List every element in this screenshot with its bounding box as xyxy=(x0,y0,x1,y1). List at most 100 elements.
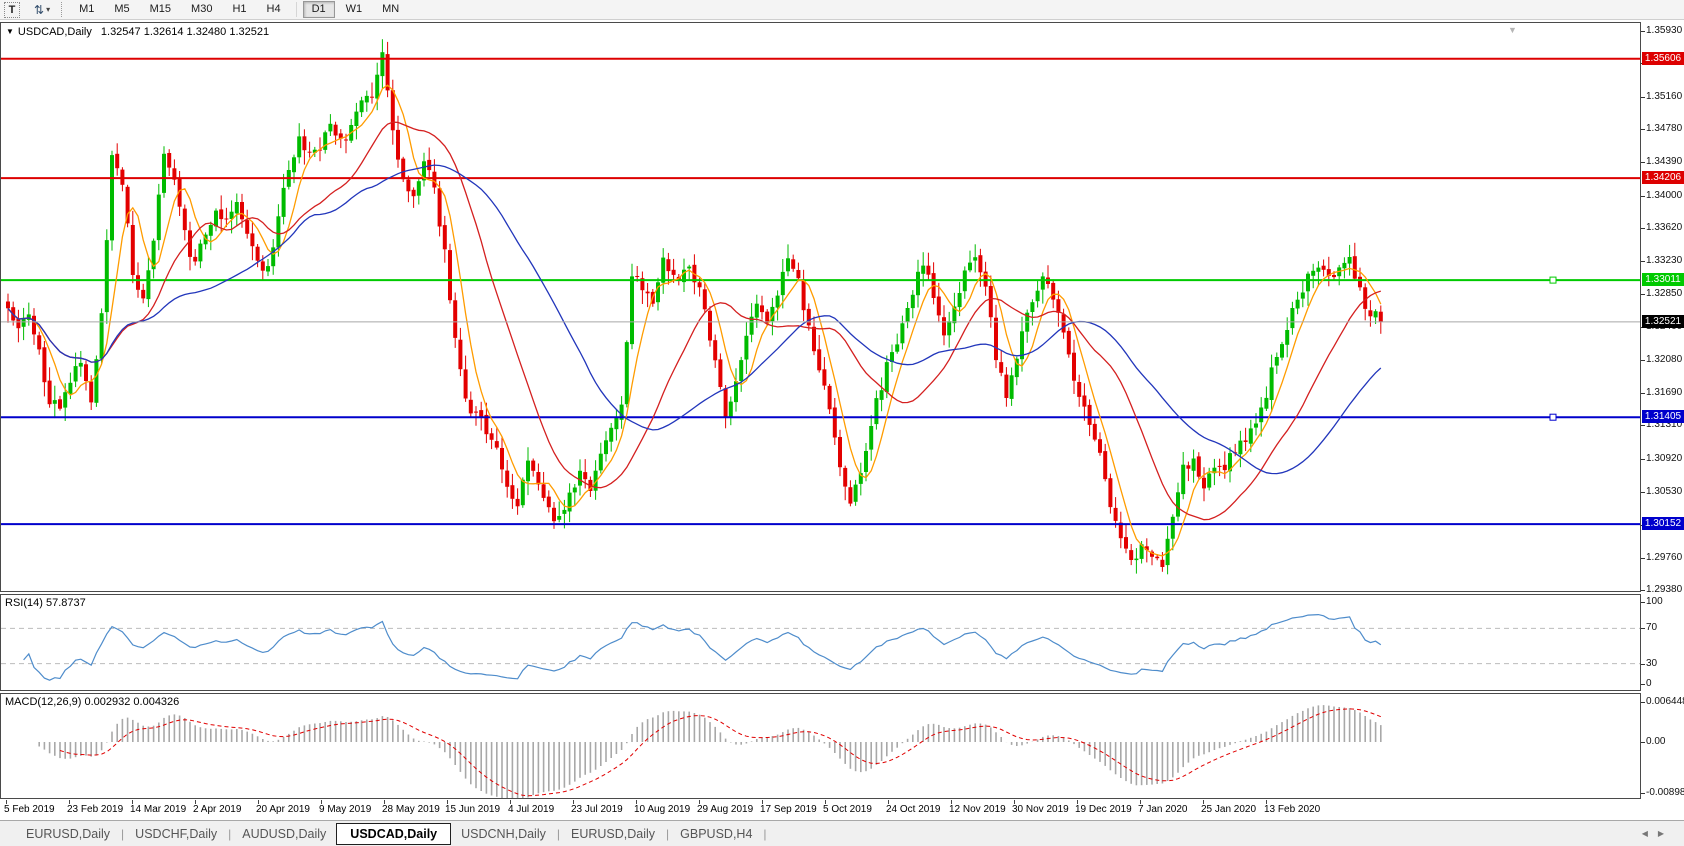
price-axis-label: 1.32850 xyxy=(1646,288,1683,299)
price-axis-label: 1.33230 xyxy=(1646,255,1683,266)
chart-tab-bar: ◀▶ EURUSD,Daily | USDCHF,Daily | AUDUSD,Dail… xyxy=(0,820,1684,846)
tab-scroll-arrows[interactable]: ◀▶ xyxy=(1642,829,1674,838)
price-axis-label: 1.30530 xyxy=(1646,486,1683,497)
timeframe-button-m30[interactable]: M30 xyxy=(182,1,221,18)
ma-slow-line xyxy=(7,164,1382,475)
chevron-down-icon: ▾ xyxy=(46,5,51,14)
price-axis-tick xyxy=(1641,393,1645,394)
main-chart-canvas[interactable] xyxy=(1,23,1640,591)
rsi-axis-label: 0 xyxy=(1646,678,1652,689)
tab-scroll-left-icon[interactable]: ◀ xyxy=(1641,829,1658,838)
date-label: 15 Jun 2019 xyxy=(445,804,501,815)
date-label: 23 Feb 2019 xyxy=(67,804,124,815)
macd-axis-label: 0.00 xyxy=(1646,736,1666,747)
macd-signal-line xyxy=(59,708,1381,797)
macd-axis-tick xyxy=(1641,793,1645,794)
rsi-canvas[interactable] xyxy=(1,595,1640,690)
timeframe-button-m5[interactable]: M5 xyxy=(105,1,138,18)
time-axis-tick xyxy=(258,800,259,804)
date-label: 7 Jan 2020 xyxy=(1138,804,1188,815)
symbol-label: USDCAD,Daily xyxy=(17,26,92,38)
date-label: 23 Jul 2019 xyxy=(571,804,623,815)
timeframe-button-d1[interactable]: D1 xyxy=(302,1,335,18)
level-handle xyxy=(1549,413,1557,421)
price-axis-tick xyxy=(1641,459,1645,460)
time-axis-tick xyxy=(762,800,763,804)
symbol-dropdown-icon[interactable]: ▼ xyxy=(6,27,14,36)
time-axis[interactable]: 5 Feb 2019 23 Feb 2019 14 Mar 2019 2 Apr 20… xyxy=(0,800,1641,820)
date-label: 20 Apr 2019 xyxy=(256,804,310,815)
macd-canvas[interactable] xyxy=(1,694,1640,798)
price-axis-tick xyxy=(1641,31,1645,32)
timeframe-button-m15[interactable]: M15 xyxy=(141,1,180,18)
chart-tab-audusd-daily[interactable]: AUDUSD,Daily xyxy=(242,826,327,841)
price-axis-tick xyxy=(1641,590,1645,591)
time-axis-tick xyxy=(195,800,196,804)
price-axis-tick xyxy=(1641,129,1645,130)
chart-window: ▼ USDCAD,Daily 1.32547 1.32614 1.32480 1.3… xyxy=(0,22,1684,820)
price-level-tag: 1.33011 xyxy=(1642,273,1684,286)
text-tool-button[interactable]: T xyxy=(4,1,20,18)
main-price-panel[interactable] xyxy=(0,22,1641,592)
chart-tab-usdchf-daily[interactable]: USDCHF,Daily xyxy=(135,826,218,841)
price-axis-label: 1.32080 xyxy=(1646,354,1683,365)
date-label: 14 Mar 2019 xyxy=(130,804,187,815)
timeframe-button-m1[interactable]: M1 xyxy=(70,1,103,18)
date-label: 9 May 2019 xyxy=(319,804,372,815)
macd-indicator-label: MACD(12,26,9) 0.002932 0.004326 xyxy=(5,696,180,708)
price-axis-label: 1.35160 xyxy=(1646,91,1683,102)
rsi-axis-label: 30 xyxy=(1646,658,1658,669)
ohlc-quotes: 1.32547 1.32614 1.32480 1.32521 xyxy=(100,26,270,38)
arrows-tool-button[interactable]: ⇅ ▾ xyxy=(32,2,52,18)
rsi-panel[interactable] xyxy=(0,594,1641,691)
date-label: 30 Nov 2019 xyxy=(1012,804,1069,815)
price-axis-tick xyxy=(1641,492,1645,493)
price-axis-label: 1.34390 xyxy=(1646,156,1683,167)
chart-tab-usdcad-daily[interactable]: USDCAD,Daily xyxy=(336,822,452,845)
arrows-tool-icon: ⇅ xyxy=(34,2,44,17)
chart-tab-eurusd-daily[interactable]: EURUSD,Daily xyxy=(570,826,656,841)
chart-title: ▼ USDCAD,Daily 1.32547 1.32614 1.32480 1.3… xyxy=(6,26,269,38)
price-axis-label: 1.31310 xyxy=(1646,419,1683,430)
toolbar-grip xyxy=(61,2,63,17)
time-axis-tick xyxy=(699,800,700,804)
price-axis-tick xyxy=(1641,360,1645,361)
price-axis-tick xyxy=(1641,228,1645,229)
price-axis-label: 1.33620 xyxy=(1646,222,1683,233)
time-axis-tick xyxy=(510,800,511,804)
chart-tab-gbpusd-h4[interactable]: GBPUSD,H4 xyxy=(680,826,753,841)
tab-separator: | xyxy=(666,826,670,841)
time-axis-tick xyxy=(6,800,7,804)
tab-separator: | xyxy=(228,826,232,841)
timeframe-button-mn[interactable]: MN xyxy=(373,1,408,18)
time-axis-tick xyxy=(636,800,637,804)
date-label: 5 Feb 2019 xyxy=(4,804,55,815)
level-lines-layer[interactable] xyxy=(1,57,1640,526)
candles-layer xyxy=(6,39,1383,575)
date-label: 25 Jan 2020 xyxy=(1201,804,1257,815)
rsi-indicator-label: RSI(14) 57.8737 xyxy=(5,597,86,609)
chart-tab-eurusd-daily[interactable]: EURUSD,Daily xyxy=(26,826,111,841)
time-axis-tick xyxy=(132,800,133,804)
price-level-tag: 1.35606 xyxy=(1642,52,1684,65)
price-level-tag: 1.34206 xyxy=(1642,171,1684,184)
time-axis-tick xyxy=(321,800,322,804)
price-axis-label: 1.34780 xyxy=(1646,123,1683,134)
timeframe-button-h1[interactable]: H1 xyxy=(223,1,255,18)
price-axis-tick xyxy=(1641,196,1645,197)
tab-scroll-right-icon[interactable]: ▶ xyxy=(1657,829,1674,838)
price-axis-label: 1.29380 xyxy=(1646,584,1683,595)
rsi-axis-label: 100 xyxy=(1646,596,1663,607)
chart-tab-usdcnh-daily[interactable]: USDCNH,Daily xyxy=(461,826,546,841)
time-axis-tick xyxy=(447,800,448,804)
timeframe-button-h4[interactable]: H4 xyxy=(258,1,290,18)
macd-axis-tick xyxy=(1641,742,1645,743)
chart-shift-marker-icon[interactable]: ▼ xyxy=(1508,25,1517,35)
current-price-tag: 1.32521 xyxy=(1642,315,1684,328)
time-axis-tick xyxy=(1203,800,1204,804)
time-axis-tick xyxy=(69,800,70,804)
timeframe-button-w1[interactable]: W1 xyxy=(337,1,372,18)
macd-panel[interactable] xyxy=(0,693,1641,799)
date-label: 24 Oct 2019 xyxy=(886,804,941,815)
date-label: 13 Feb 2020 xyxy=(1264,804,1321,815)
